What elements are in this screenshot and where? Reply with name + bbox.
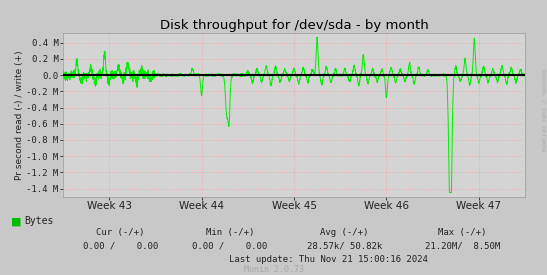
- Text: Cur (-/+): Cur (-/+): [96, 228, 144, 237]
- Text: 28.57k/ 50.82k: 28.57k/ 50.82k: [307, 242, 382, 251]
- Text: ■: ■: [11, 216, 21, 226]
- Text: Max (-/+): Max (-/+): [438, 228, 486, 237]
- Y-axis label: Pr second read (-) / write (+): Pr second read (-) / write (+): [15, 50, 24, 180]
- Text: Bytes: Bytes: [25, 216, 54, 226]
- Text: Munin 2.0.73: Munin 2.0.73: [243, 265, 304, 274]
- Text: Min (-/+): Min (-/+): [206, 228, 254, 237]
- Text: Last update: Thu Nov 21 15:00:16 2024: Last update: Thu Nov 21 15:00:16 2024: [229, 255, 428, 264]
- Text: RRDTOOL / TOBI OETIKER: RRDTOOL / TOBI OETIKER: [541, 69, 546, 151]
- Text: 0.00 /    0.00: 0.00 / 0.00: [83, 242, 158, 251]
- Title: Disk throughput for /dev/sda - by month: Disk throughput for /dev/sda - by month: [160, 19, 428, 32]
- Text: Avg (-/+): Avg (-/+): [321, 228, 369, 237]
- Text: 21.20M/  8.50M: 21.20M/ 8.50M: [424, 242, 500, 251]
- Text: 0.00 /    0.00: 0.00 / 0.00: [192, 242, 267, 251]
